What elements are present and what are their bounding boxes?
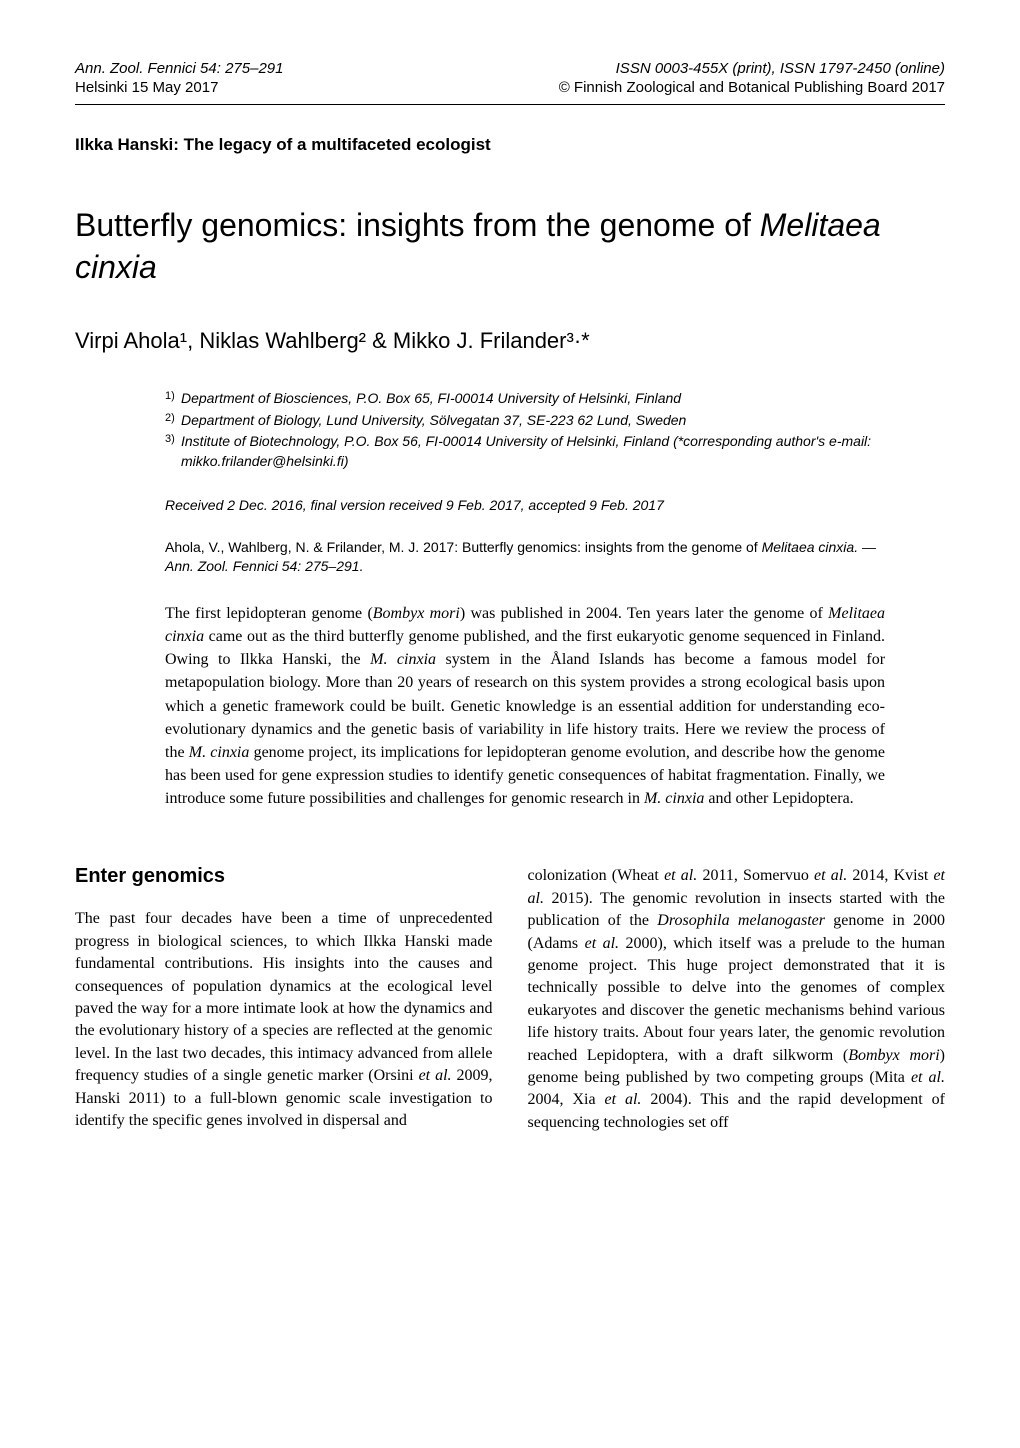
affiliation-marker: 1) — [165, 389, 181, 409]
series-title: Ilkka Hanski: The legacy of a multifacet… — [75, 135, 945, 155]
affiliation-marker: 2) — [165, 411, 181, 431]
affiliation-marker: 3) — [165, 432, 181, 471]
body-paragraph: The past four decades have been a time o… — [75, 908, 493, 1132]
received-dates: Received 2 Dec. 2016, final version rece… — [165, 497, 885, 513]
section-heading: Enter genomics — [75, 865, 493, 888]
affiliation-text: Department of Biology, Lund University, … — [181, 411, 885, 431]
body-paragraph: colonization (Wheat et al. 2011, Somervu… — [528, 865, 946, 1134]
affiliation: 1) Department of Biosciences, P.O. Box 6… — [165, 389, 885, 409]
citation-prefix: Ahola, V., Wahlberg, N. & Frilander, M. … — [165, 539, 762, 555]
citation-species: Melitaea cinxia. — [762, 539, 859, 555]
affiliation-text: Department of Biosciences, P.O. Box 65, … — [181, 389, 885, 409]
copyright: © Finnish Zoological and Botanical Publi… — [559, 79, 945, 96]
affiliation-text: Institute of Biotechnology, P.O. Box 56,… — [181, 432, 885, 471]
abstract: The first lepidopteran genome (Bombyx mo… — [165, 602, 885, 811]
authors: Virpi Ahola¹, Niklas Wahlberg² & Mikko J… — [75, 328, 945, 354]
journal-reference: Ann. Zool. Fennici 54: 275–291 — [75, 60, 283, 77]
right-column: colonization (Wheat et al. 2011, Somervu… — [528, 865, 946, 1134]
citation: Ahola, V., Wahlberg, N. & Frilander, M. … — [165, 538, 885, 577]
article-title-prefix: Butterfly genomics: insights from the ge… — [75, 207, 760, 243]
affiliations-block: 1) Department of Biosciences, P.O. Box 6… — [165, 389, 885, 471]
affiliation: 2) Department of Biology, Lund Universit… — [165, 411, 885, 431]
issn: ISSN 0003-455X (print), ISSN 1797-2450 (… — [616, 60, 945, 77]
location-date: Helsinki 15 May 2017 — [75, 79, 218, 96]
left-column: Enter genomics The past four decades hav… — [75, 865, 493, 1134]
article-title: Butterfly genomics: insights from the ge… — [75, 205, 945, 288]
header-divider — [75, 104, 945, 105]
affiliation: 3) Institute of Biotechnology, P.O. Box … — [165, 432, 885, 471]
